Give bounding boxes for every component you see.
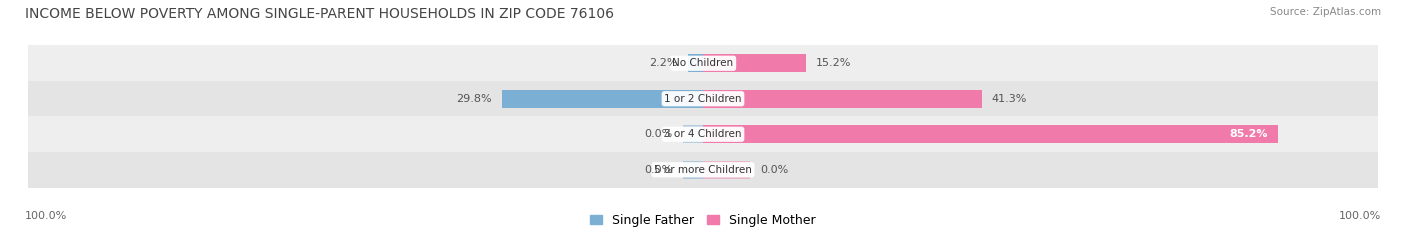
Bar xyxy=(703,125,1278,144)
Text: 85.2%: 85.2% xyxy=(1229,129,1268,139)
Text: 3 or 4 Children: 3 or 4 Children xyxy=(664,129,742,139)
Bar xyxy=(0,45,1406,81)
Bar xyxy=(688,54,703,72)
Text: 0.0%: 0.0% xyxy=(761,165,789,175)
Text: Source: ZipAtlas.com: Source: ZipAtlas.com xyxy=(1270,7,1381,17)
Text: 0.0%: 0.0% xyxy=(644,165,672,175)
Text: 2.2%: 2.2% xyxy=(650,58,678,68)
Legend: Single Father, Single Mother: Single Father, Single Mother xyxy=(591,214,815,227)
Text: 5 or more Children: 5 or more Children xyxy=(654,165,752,175)
Text: INCOME BELOW POVERTY AMONG SINGLE-PARENT HOUSEHOLDS IN ZIP CODE 76106: INCOME BELOW POVERTY AMONG SINGLE-PARENT… xyxy=(25,7,614,21)
Text: 100.0%: 100.0% xyxy=(25,211,67,221)
Bar xyxy=(683,125,703,144)
Text: 100.0%: 100.0% xyxy=(1339,211,1381,221)
Bar xyxy=(0,116,1406,152)
Bar xyxy=(703,161,751,179)
Text: 1 or 2 Children: 1 or 2 Children xyxy=(664,94,742,104)
Text: 15.2%: 15.2% xyxy=(815,58,851,68)
Bar xyxy=(0,152,1406,188)
Bar xyxy=(703,54,806,72)
Bar xyxy=(0,81,1406,116)
Text: 41.3%: 41.3% xyxy=(991,94,1028,104)
Bar xyxy=(502,89,703,108)
Bar xyxy=(703,89,981,108)
Text: 0.0%: 0.0% xyxy=(644,129,672,139)
Bar xyxy=(683,161,703,179)
Text: 29.8%: 29.8% xyxy=(456,94,492,104)
Text: No Children: No Children xyxy=(672,58,734,68)
